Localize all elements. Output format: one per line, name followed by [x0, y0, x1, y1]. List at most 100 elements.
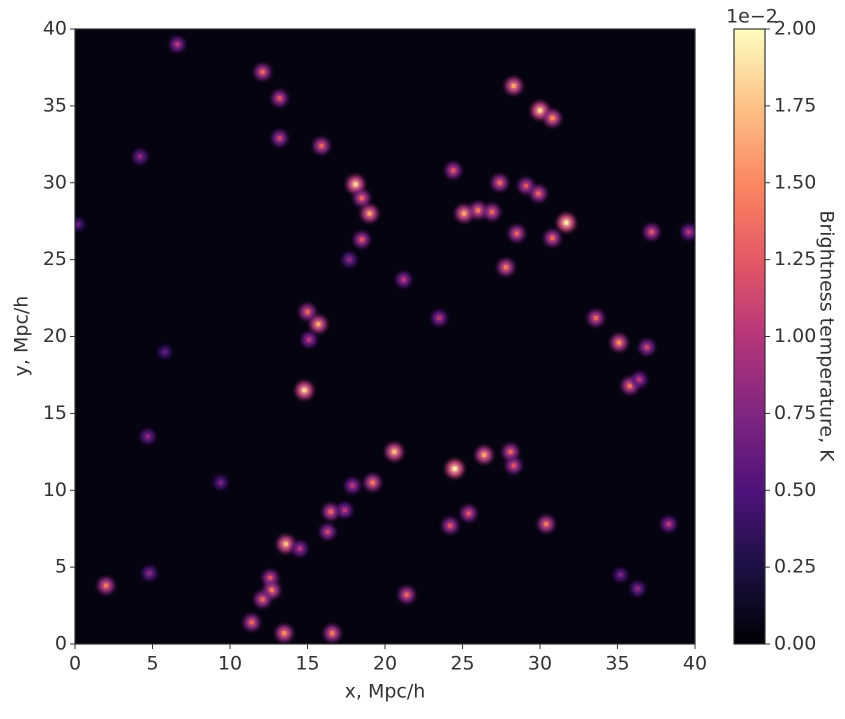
blob-peak: [330, 631, 335, 636]
blob: [132, 149, 148, 164]
blob: [361, 205, 378, 222]
blob: [271, 90, 288, 106]
y-tick-label: 5: [55, 556, 67, 578]
blob: [346, 175, 365, 193]
blob-peak: [452, 466, 457, 471]
blob-peak: [328, 509, 333, 514]
blob-peak: [503, 265, 508, 270]
blob: [337, 502, 353, 518]
blob-peak: [392, 449, 397, 454]
x-tick-label: 5: [146, 653, 158, 675]
colorbar-tick-label: 1.25: [774, 248, 816, 270]
blob: [320, 524, 336, 540]
blob-peak: [325, 529, 330, 534]
blob-peak: [550, 236, 555, 241]
blob-peak: [268, 575, 273, 580]
blob-peak: [370, 480, 375, 485]
blob-peak: [511, 463, 516, 468]
blob-peak: [524, 183, 529, 188]
blob-peak: [476, 208, 480, 213]
blob: [505, 77, 523, 95]
blob-peak: [305, 309, 310, 314]
blob-peak: [437, 316, 442, 321]
blob-peak: [269, 588, 274, 593]
x-tick-label: 0: [69, 653, 81, 675]
blob: [313, 137, 330, 154]
x-tick-label: 25: [450, 653, 474, 675]
blob-peak: [359, 237, 364, 242]
blob-peak: [260, 70, 265, 75]
blob: [445, 459, 464, 478]
y-tick-label: 0: [55, 633, 67, 655]
colorbar-label: Brightness temperature, K: [816, 210, 838, 462]
blob-peak: [145, 434, 150, 439]
blob: [344, 478, 360, 494]
blob: [445, 162, 462, 179]
blob: [455, 205, 473, 222]
blob-peak: [593, 316, 598, 321]
blob: [342, 252, 357, 267]
blob-peak: [497, 180, 502, 185]
blob: [505, 457, 522, 474]
blob-peak: [635, 586, 640, 591]
blob: [630, 581, 645, 596]
colorbar-tick-label: 1.75: [774, 94, 816, 116]
blob-peak: [489, 209, 494, 214]
blob-peak: [342, 508, 347, 513]
blob: [518, 178, 534, 194]
y-tick-label: 20: [43, 325, 67, 347]
y-tick-label: 15: [43, 402, 67, 424]
blob-peak: [138, 154, 143, 159]
blob-peak: [686, 229, 691, 234]
blob: [324, 625, 341, 642]
y-tick-label: 35: [43, 94, 67, 116]
colorbar-tick-label: 2.00: [774, 18, 816, 40]
blob: [213, 475, 228, 490]
blob-peak: [649, 229, 654, 234]
blob: [276, 624, 293, 642]
blob: [469, 202, 487, 219]
blob: [491, 174, 508, 191]
blob-peak: [307, 337, 312, 342]
blob-peak: [218, 480, 223, 485]
blob: [97, 577, 115, 594]
x-tick-label: 40: [683, 653, 707, 675]
colorbar-tick-label: 0.50: [774, 479, 816, 501]
blob-peak: [319, 143, 324, 148]
blob: [322, 503, 339, 520]
blob: [254, 64, 271, 81]
colorbar-tick-label: 1.00: [774, 325, 816, 347]
blob: [277, 535, 295, 553]
blob-peak: [451, 168, 456, 173]
blob: [142, 566, 157, 581]
blob: [353, 190, 370, 207]
blob-peak: [550, 116, 555, 121]
blob: [271, 130, 288, 146]
blob: [396, 272, 412, 288]
blob: [681, 224, 695, 240]
blob-peak: [350, 483, 355, 488]
blob: [661, 516, 677, 532]
blob-peak: [249, 620, 254, 625]
blob-peak: [175, 42, 180, 47]
blob: [502, 443, 519, 460]
blob-peak: [466, 511, 471, 516]
y-tick-label: 25: [43, 248, 67, 270]
blob: [364, 474, 381, 491]
blob-peak: [104, 583, 108, 588]
blob: [544, 230, 561, 247]
blob-peak: [277, 96, 282, 101]
blob: [530, 185, 547, 202]
x-tick-label: 15: [295, 653, 319, 675]
x-tick-label: 20: [373, 653, 397, 675]
blob-peak: [401, 277, 406, 282]
blob-peak: [618, 572, 623, 577]
blob-peak: [282, 631, 287, 636]
blob-peak: [147, 571, 152, 576]
blob: [538, 515, 555, 533]
blob: [262, 570, 279, 586]
blob-peak: [260, 597, 265, 602]
blob: [639, 339, 655, 355]
blob: [158, 344, 172, 359]
